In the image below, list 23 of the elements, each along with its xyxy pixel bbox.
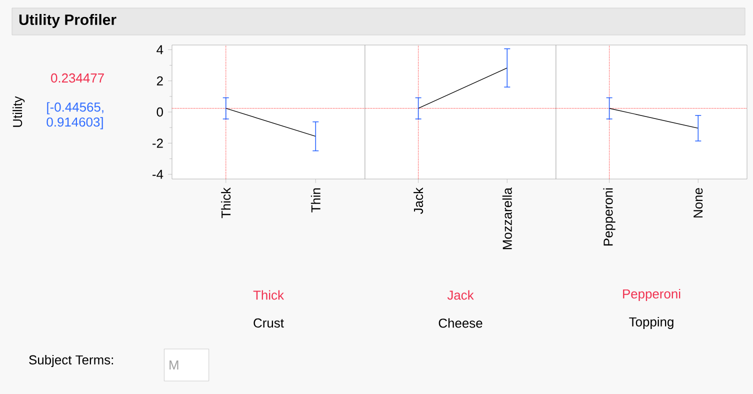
x-tick-label: Mozzarella xyxy=(502,188,512,250)
y-tick-label: -2 xyxy=(152,138,163,148)
text: [-0.44565, 0.914603] xyxy=(46,102,104,130)
text: 0.234477 xyxy=(51,73,104,83)
text: Thick xyxy=(253,290,284,300)
text: M xyxy=(170,360,178,370)
text: Jack xyxy=(447,290,474,300)
y-tick-label: -4 xyxy=(152,170,164,179)
chart-title: Utility Profiler xyxy=(19,14,116,28)
y-tick-label: 4 xyxy=(156,45,164,54)
y-tick-label: 0 xyxy=(156,107,163,117)
x-tick-label: Thick xyxy=(221,187,231,218)
x-tick-label: Pepperoni xyxy=(603,188,616,246)
text: Subject Terms: xyxy=(29,354,113,368)
x-tick-label: Jack xyxy=(414,187,424,214)
y-tick-label: 2 xyxy=(156,76,163,86)
y-axis-title: Utility xyxy=(12,96,25,127)
x-axis-title: Crust xyxy=(254,318,284,328)
x-tick-label: Thin xyxy=(310,188,320,212)
text: Pepperoni xyxy=(623,288,680,302)
x-axis-title: Topping xyxy=(629,316,674,330)
x-axis-title: Cheese xyxy=(438,318,482,328)
x-tick-label: None xyxy=(694,188,703,218)
